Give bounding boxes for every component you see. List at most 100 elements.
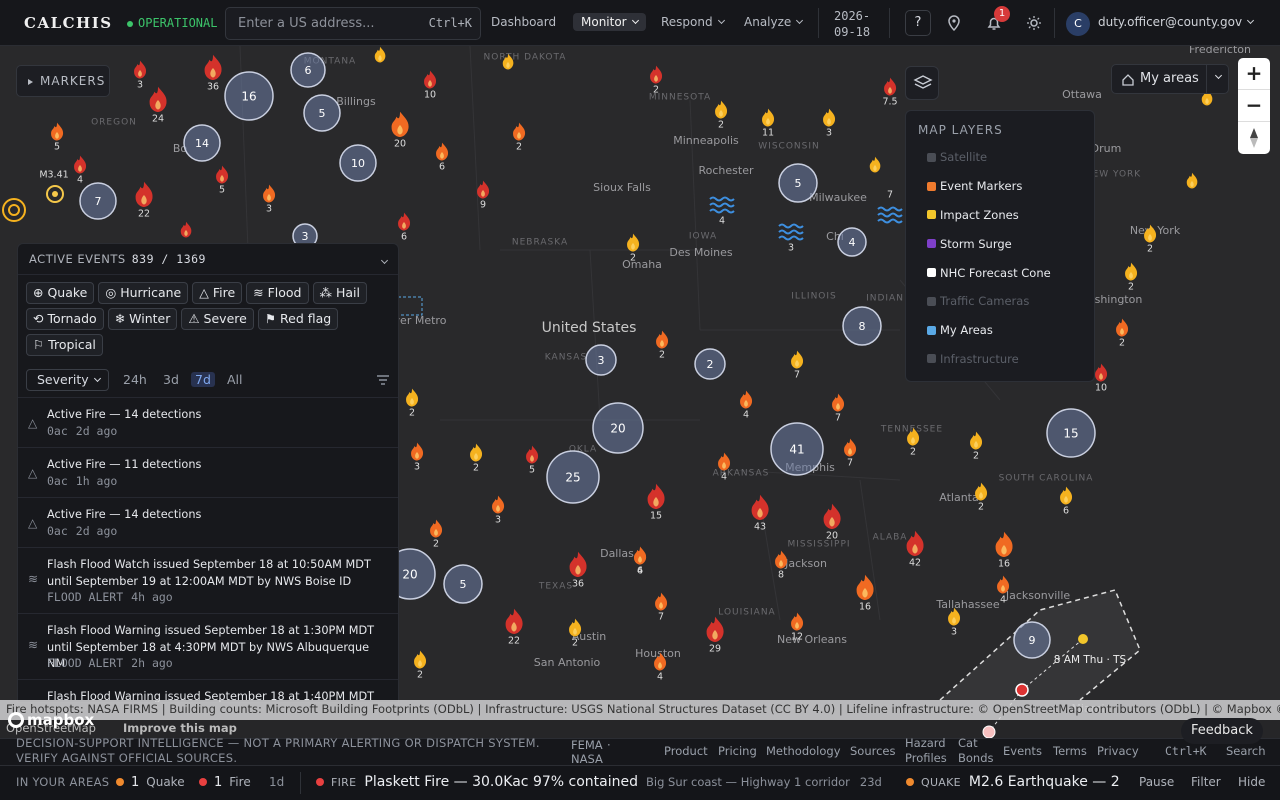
- flood-marker[interactable]: [877, 206, 903, 224]
- zoom-out[interactable]: −: [1238, 90, 1270, 122]
- ticker-control[interactable]: Hide: [1238, 775, 1266, 789]
- feedback-button[interactable]: Feedback: [1181, 718, 1263, 744]
- flood-marker[interactable]: [778, 223, 804, 241]
- fire-marker[interactable]: [791, 350, 804, 369]
- fire-marker[interactable]: [844, 438, 857, 457]
- theme-button[interactable]: [1025, 14, 1043, 32]
- event-item[interactable]: ≋ Flash Flood Watch issued September 18 a…: [18, 547, 398, 613]
- fire-marker[interactable]: [856, 574, 874, 600]
- fire-marker[interactable]: [970, 431, 983, 450]
- filter-chip[interactable]: ⚐ Tropical: [26, 334, 103, 356]
- filter-chip[interactable]: ◎ Hurricane: [98, 282, 189, 304]
- ticker-control[interactable]: Filter: [1191, 775, 1221, 789]
- fire-marker[interactable]: [907, 427, 920, 446]
- footer-link[interactable]: Hazard Profiles: [905, 736, 947, 765]
- layer-item[interactable]: Event Markers: [918, 172, 1082, 201]
- nav-item[interactable]: Respond: [653, 13, 732, 31]
- fire-marker[interactable]: [740, 390, 753, 409]
- layer-item[interactable]: Storm Surge: [918, 229, 1082, 258]
- fire-marker[interactable]: [634, 546, 647, 565]
- cluster[interactable]: [339, 144, 377, 182]
- fire-marker[interactable]: [647, 483, 665, 509]
- fire-marker[interactable]: [906, 530, 924, 556]
- cluster[interactable]: [183, 124, 221, 162]
- footer-link[interactable]: Cat Bonds: [958, 736, 994, 765]
- ticker-control[interactable]: Pause: [1139, 775, 1175, 789]
- fire-marker[interactable]: [477, 180, 490, 199]
- footer-link[interactable]: Pricing: [718, 744, 757, 758]
- cluster[interactable]: [546, 450, 600, 504]
- fire-marker[interactable]: [502, 53, 514, 70]
- collapse-button[interactable]: [376, 251, 387, 270]
- cluster[interactable]: [443, 564, 483, 604]
- fire-marker[interactable]: [436, 142, 449, 161]
- search-box[interactable]: Enter a US address... Ctrl+K: [225, 7, 481, 40]
- filter-chip[interactable]: ❄ Winter: [107, 308, 178, 330]
- flood-marker[interactable]: [709, 196, 735, 214]
- cluster[interactable]: [585, 344, 617, 376]
- cluster[interactable]: [303, 94, 341, 132]
- fire-marker[interactable]: [791, 612, 804, 631]
- fire-marker[interactable]: [149, 86, 167, 112]
- event-item[interactable]: ≋Flash Flood Warning issued September 18…: [18, 613, 398, 679]
- fire-marker[interactable]: [406, 388, 419, 407]
- nav-item[interactable]: Analyze: [736, 13, 810, 31]
- cluster[interactable]: [694, 348, 726, 380]
- layer-item[interactable]: Satellite: [918, 143, 1082, 172]
- filter-chip[interactable]: △ Fire: [192, 282, 243, 304]
- fire-marker[interactable]: [948, 607, 961, 626]
- fire-marker[interactable]: [374, 46, 386, 63]
- fire-marker[interactable]: [656, 330, 669, 349]
- nav-item[interactable]: Monitor: [573, 13, 646, 31]
- fire-marker[interactable]: [869, 156, 881, 173]
- fire-marker[interactable]: [884, 77, 897, 96]
- fire-marker[interactable]: [1116, 318, 1129, 337]
- time-range[interactable]: 24h: [123, 372, 147, 387]
- fire-marker[interactable]: [569, 618, 582, 637]
- footer-link[interactable]: Sources: [850, 744, 896, 758]
- area-count[interactable]: 1 Quake: [116, 775, 185, 790]
- fire-marker[interactable]: [263, 184, 276, 203]
- filter-chip[interactable]: ⊕ Quake: [26, 282, 95, 304]
- layer-item[interactable]: Infrastructure: [918, 345, 1082, 374]
- ticker-item[interactable]: FIRE Plaskett Fire — 30.0Kac 97% containe…: [316, 774, 882, 790]
- fire-marker[interactable]: [470, 443, 483, 462]
- footer-link[interactable]: Methodology: [766, 744, 841, 758]
- fire-marker[interactable]: [204, 54, 222, 80]
- my-areas-button[interactable]: My areas: [1111, 64, 1229, 94]
- fire-marker[interactable]: [655, 592, 668, 611]
- avatar[interactable]: C: [1066, 12, 1090, 36]
- mapbox-logo[interactable]: mapbox: [8, 711, 94, 729]
- cluster[interactable]: [1046, 408, 1096, 458]
- fire-marker[interactable]: [391, 111, 409, 137]
- fire-marker[interactable]: [424, 70, 437, 89]
- fire-marker[interactable]: [715, 100, 728, 119]
- footer-search[interactable]: Search: [1226, 744, 1266, 758]
- layer-item[interactable]: NHC Forecast Cone: [918, 258, 1082, 287]
- time-range[interactable]: All: [227, 372, 243, 387]
- fire-marker[interactable]: [1144, 224, 1157, 243]
- footer-link[interactable]: Events: [1003, 744, 1042, 758]
- fire-marker[interactable]: [823, 108, 836, 127]
- filter-button[interactable]: [376, 374, 390, 386]
- fire-marker[interactable]: [997, 575, 1010, 594]
- fire-marker[interactable]: [492, 495, 505, 514]
- fire-marker[interactable]: [650, 65, 663, 84]
- fire-marker[interactable]: [74, 155, 87, 174]
- filter-chip[interactable]: ⚠ Severe: [181, 308, 254, 330]
- fire-marker[interactable]: [995, 531, 1013, 557]
- fire-marker[interactable]: [216, 165, 229, 184]
- fire-marker[interactable]: [51, 122, 64, 141]
- ticker-item[interactable]: QUAKE M2.6 Earthquake — 2: [906, 774, 1128, 790]
- cluster[interactable]: [224, 71, 274, 121]
- fire-marker[interactable]: [1186, 172, 1198, 189]
- cluster[interactable]: [778, 163, 818, 203]
- cluster[interactable]: [837, 227, 867, 257]
- location-button[interactable]: [945, 14, 963, 32]
- area-count[interactable]: 1 Fire: [199, 775, 251, 790]
- fire-marker[interactable]: [627, 233, 640, 252]
- user-menu[interactable]: duty.officer@county.gov: [1098, 15, 1253, 29]
- event-item[interactable]: ≋Flash Flood Warning issued September 18…: [18, 679, 398, 702]
- fire-marker[interactable]: [1125, 262, 1138, 281]
- fire-marker[interactable]: [505, 608, 523, 634]
